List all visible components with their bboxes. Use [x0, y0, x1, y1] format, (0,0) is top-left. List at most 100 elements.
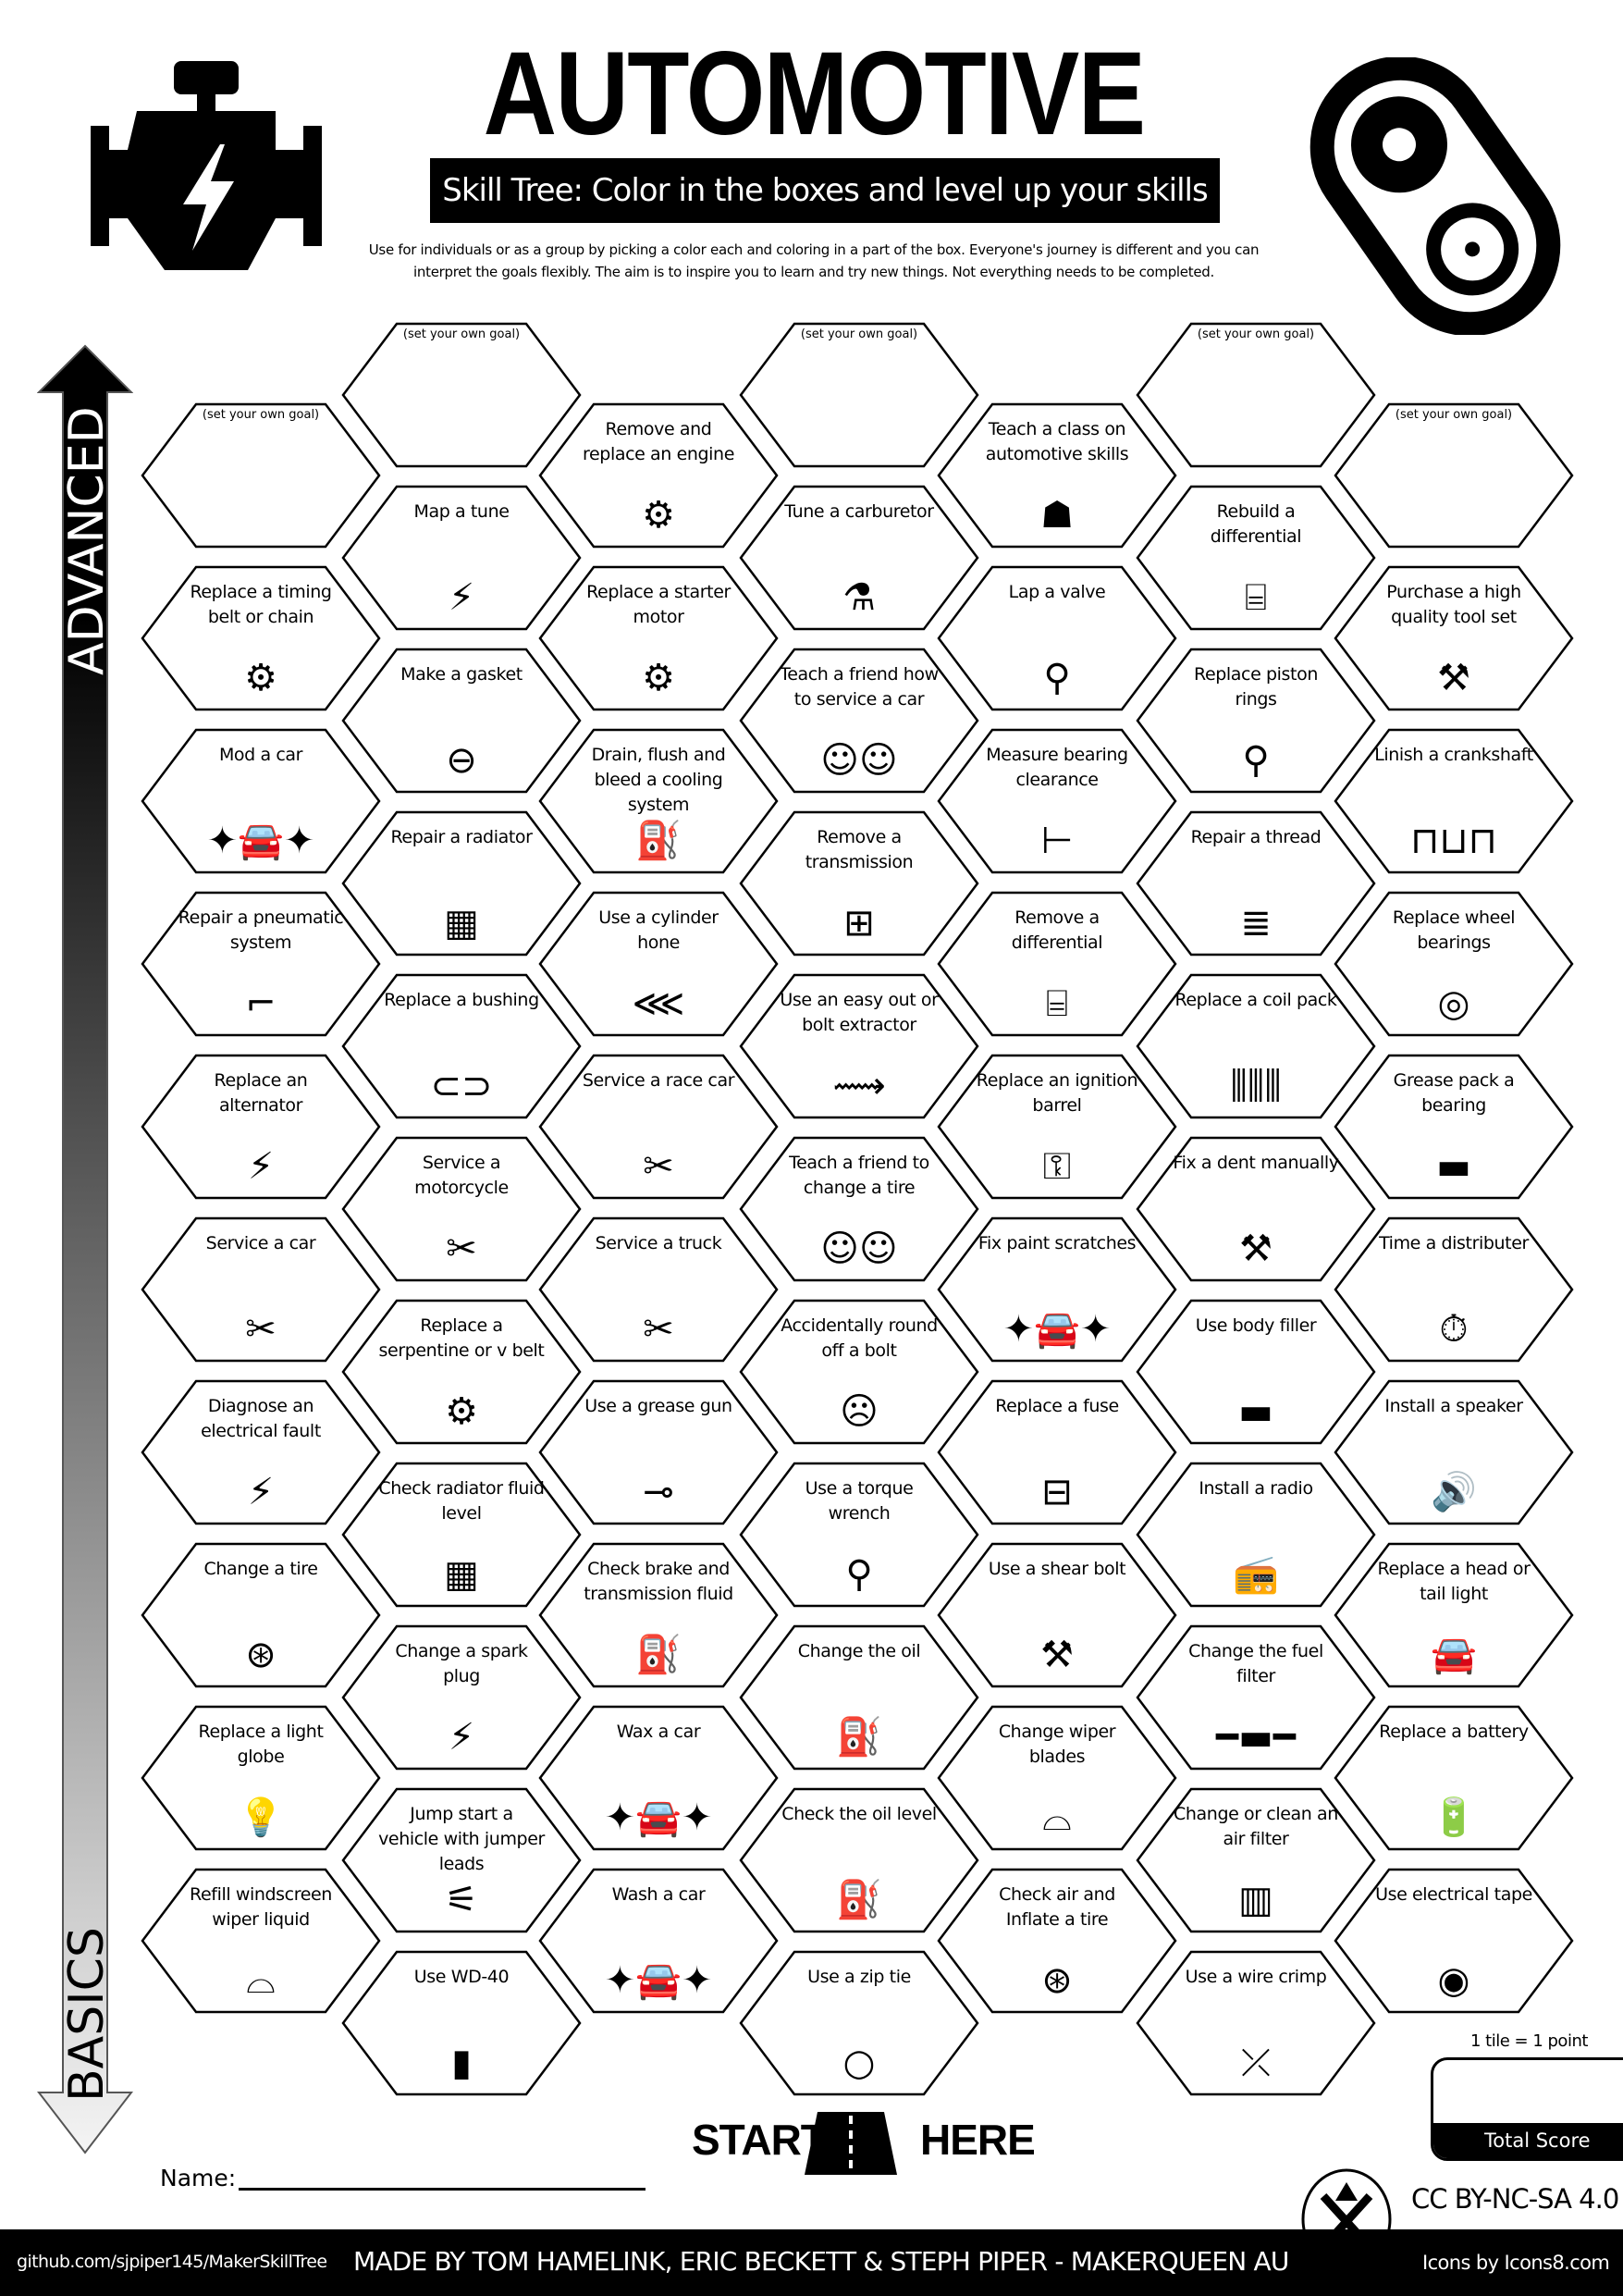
- skill-tile[interactable]: Repair a radiator ▦: [341, 810, 582, 957]
- skill-label: Use body filler: [1195, 1315, 1317, 1336]
- skill-tile[interactable]: Refill windscreen wiper liquid ⌓: [141, 1868, 381, 2014]
- skill-label: Check radiator fluid level: [378, 1478, 545, 1524]
- goal-tile[interactable]: (set your own goal): [1136, 322, 1376, 468]
- skill-tile[interactable]: Service a truck ✂: [538, 1216, 779, 1363]
- total-score-box[interactable]: Total Score: [1431, 2057, 1623, 2161]
- skill-tile[interactable]: Check air and Inflate a tire ⊛: [937, 1868, 1177, 2014]
- skill-tile[interactable]: Service a car ✂: [141, 1216, 381, 1363]
- goal-tile[interactable]: (set your own goal): [141, 402, 381, 549]
- skill-tile[interactable]: Replace a fuse ⊟: [937, 1379, 1177, 1525]
- toolbox-icon: ⚒: [1437, 657, 1470, 699]
- bushing-icon: ⊂⊃: [430, 1065, 493, 1107]
- goal-tile[interactable]: (set your own goal): [1334, 402, 1574, 549]
- skill-tile[interactable]: Replace a timing belt or chain ⚙: [141, 565, 381, 711]
- engine-icon: ⚙: [642, 494, 675, 537]
- goal-tile[interactable]: (set your own goal): [341, 322, 582, 468]
- skill-label: Replace a serpentine or v belt: [378, 1315, 545, 1361]
- skill-tile[interactable]: Jump start a vehicle with jumper leads ⚟: [341, 1787, 582, 1933]
- hexagon-outline: [937, 402, 1177, 549]
- skill-tile[interactable]: Replace an alternator ⚡: [141, 1054, 381, 1200]
- skill-tile[interactable]: Use a zip tie ○: [739, 1950, 979, 2096]
- teach-friend-icon: ☺☺: [820, 739, 898, 782]
- skill-tile[interactable]: Time a distributer ⏱: [1334, 1216, 1574, 1363]
- skill-tile[interactable]: Use a shear bolt ⚒: [937, 1542, 1177, 1688]
- skill-tile[interactable]: Replace an ignition barrel ⚿: [937, 1054, 1177, 1200]
- github-link[interactable]: github.com/sjpiper145/MakerSkillTree: [17, 2252, 327, 2272]
- battery-icon: 🔋: [1431, 1796, 1477, 1839]
- skill-tile[interactable]: Change a tire ⊛: [141, 1542, 381, 1688]
- skill-tile[interactable]: Teach a friend how to service a car ☺☺: [739, 648, 979, 794]
- skill-tile[interactable]: Use WD-40 ▮: [341, 1950, 582, 2096]
- skill-tile[interactable]: Teach a friend to change a tire ☺☺: [739, 1136, 979, 1282]
- skill-tile[interactable]: Fix a dent manually ⚒: [1136, 1136, 1376, 1282]
- skill-tile[interactable]: Wax a car ✦🚘✦: [538, 1705, 779, 1851]
- skill-tile[interactable]: Tune a carburetor ⚗: [739, 485, 979, 631]
- skill-tile[interactable]: Change a spark plug ⚡: [341, 1624, 582, 1771]
- skill-tile[interactable]: Change the fuel filter ━▬━: [1136, 1624, 1376, 1771]
- icons-credit[interactable]: Icons by Icons8.com: [1422, 2252, 1610, 2274]
- hexagon-outline: [739, 1787, 979, 1933]
- skill-tile[interactable]: Fix paint scratches ✦🚘✦: [937, 1216, 1177, 1363]
- skill-tile[interactable]: Replace a head or tail light 🚘: [1334, 1542, 1574, 1688]
- goal-label: (set your own goal): [402, 327, 521, 341]
- hexagon-outline: [1136, 810, 1376, 957]
- skill-tile[interactable]: Diagnose an electrical fault ⚡: [141, 1379, 381, 1525]
- skill-label: Check air and Inflate a tire: [999, 1884, 1115, 1930]
- skill-tile[interactable]: Replace wheel bearings ◎: [1334, 891, 1574, 1037]
- skill-tile[interactable]: Replace piston rings ⚲: [1136, 648, 1376, 794]
- skill-tile[interactable]: Check the oil level ⛽: [739, 1787, 979, 1933]
- skill-label: Replace an alternator: [214, 1070, 308, 1116]
- skill-label: Repair a radiator: [390, 827, 533, 847]
- gearbox-icon: ⊞: [843, 902, 875, 944]
- skill-tile[interactable]: Use an easy out or bolt extractor ⟿: [739, 973, 979, 1119]
- skill-tile[interactable]: Repair a thread ≣: [1136, 810, 1376, 957]
- name-label: Name:: [160, 2165, 237, 2191]
- skill-tile[interactable]: Remove and replace an engine ⚙: [538, 402, 779, 549]
- skill-tile[interactable]: Grease pack a bearing ▬: [1334, 1054, 1574, 1200]
- skill-tile[interactable]: Replace a light globe 💡: [141, 1705, 381, 1851]
- skill-tile[interactable]: Use a torque wrench ⚲: [739, 1462, 979, 1608]
- skill-tile[interactable]: Wash a car ✦🚘✦: [538, 1868, 779, 2014]
- skill-tile[interactable]: Use a wire crimp ⤫: [1136, 1950, 1376, 2096]
- skill-tile[interactable]: Mod a car ✦🚘✦: [141, 728, 381, 874]
- skill-tile[interactable]: Measure bearing clearance ⊢: [937, 728, 1177, 874]
- skill-tile[interactable]: Replace a serpentine or v belt ⚙: [341, 1299, 582, 1445]
- skill-tile[interactable]: Map a tune ⚡: [341, 485, 582, 631]
- skill-tile[interactable]: Use electrical tape ◉: [1334, 1868, 1574, 2014]
- skill-tile[interactable]: Check radiator fluid level ▦: [341, 1462, 582, 1608]
- skill-tile[interactable]: Install a radio 📻: [1136, 1462, 1376, 1608]
- skill-tile[interactable]: Rebuild a differential ⌸: [1136, 485, 1376, 631]
- skill-tile[interactable]: Service a race car ✂: [538, 1054, 779, 1200]
- skill-label: Change a tire: [203, 1559, 318, 1579]
- goal-tile[interactable]: (set your own goal): [739, 322, 979, 468]
- skill-tile[interactable]: Check brake and transmission fluid ⛽: [538, 1542, 779, 1688]
- skill-tile[interactable]: Purchase a high quality tool set ⚒: [1334, 565, 1574, 711]
- skill-tile[interactable]: Drain, flush and bleed a cooling system ⛽: [538, 728, 779, 874]
- skill-tile[interactable]: Use a grease gun ⊸: [538, 1379, 779, 1525]
- skill-tile[interactable]: Accidentally round off a bolt ☹: [739, 1299, 979, 1445]
- skill-tile[interactable]: Install a speaker 🔊: [1334, 1379, 1574, 1525]
- skill-tile[interactable]: Teach a class on automotive skills ☗: [937, 402, 1177, 549]
- skill-tile[interactable]: Use body filler ▬: [1136, 1299, 1376, 1445]
- start-label: START: [692, 2116, 827, 2164]
- skill-tile[interactable]: Remove a differential ⌸: [937, 891, 1177, 1037]
- skill-tile[interactable]: Remove a transmission ⊞: [739, 810, 979, 957]
- skill-tile[interactable]: Change or clean an air filter ▥: [1136, 1787, 1376, 1933]
- skill-tile[interactable]: Lap a valve ⚲: [937, 565, 1177, 711]
- hexagon-outline: [1334, 1216, 1574, 1363]
- skill-tile[interactable]: Replace a coil pack ⫼⫼⫼: [1136, 973, 1376, 1119]
- skill-tile[interactable]: Replace a battery 🔋: [1334, 1705, 1574, 1851]
- skill-tile[interactable]: Use a cylinder hone ⋘: [538, 891, 779, 1037]
- skill-label: Use a shear bolt: [988, 1559, 1126, 1579]
- skill-tile[interactable]: Replace a starter motor ⚙: [538, 565, 779, 711]
- skill-label: Replace a bushing: [384, 990, 539, 1010]
- skill-tile[interactable]: Service a motorcycle ✂: [341, 1136, 582, 1282]
- skill-tile[interactable]: Linish a crankshaft ⊓⊔⊓: [1334, 728, 1574, 874]
- skill-tile[interactable]: Make a gasket ⊖: [341, 648, 582, 794]
- skill-label: Refill windscreen wiper liquid: [190, 1884, 332, 1930]
- skill-tile[interactable]: Repair a pneumatic system ⌐: [141, 891, 381, 1037]
- skill-tile[interactable]: Change wiper blades ⌓: [937, 1705, 1177, 1851]
- name-field[interactable]: [239, 2187, 646, 2191]
- skill-tile[interactable]: Change the oil ⛽: [739, 1624, 979, 1771]
- skill-tile[interactable]: Replace a bushing ⊂⊃: [341, 973, 582, 1119]
